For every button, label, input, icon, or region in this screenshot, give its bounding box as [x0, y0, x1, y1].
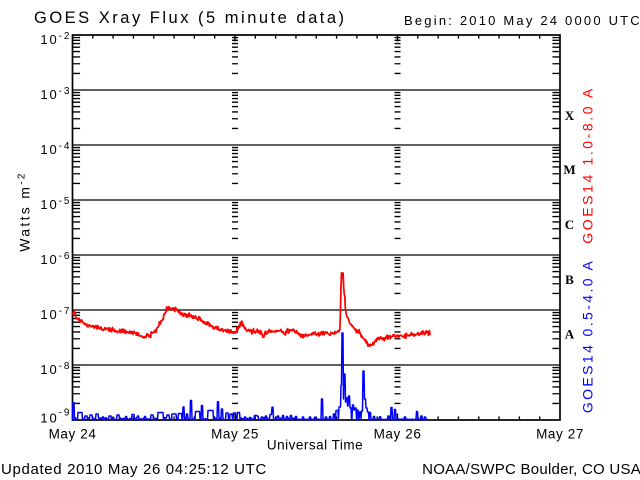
svg-text:May 26: May 26 [374, 427, 422, 442]
svg-text:Universal Time: Universal Time [267, 438, 363, 453]
svg-text:May 25: May 25 [211, 427, 259, 442]
svg-text:GOES Xray Flux (5 minute data): GOES Xray Flux (5 minute data) [34, 9, 347, 27]
svg-text:C: C [565, 217, 574, 232]
svg-text:May 24: May 24 [49, 427, 97, 442]
svg-text:May 27: May 27 [536, 427, 584, 442]
svg-text:Updated 2010 May 26 04:25:12 U: Updated 2010 May 26 04:25:12 UTC [1, 461, 267, 478]
svg-text:Begin: 2010 May 24 0000 UTC: Begin: 2010 May 24 0000 UTC [404, 13, 640, 28]
svg-text:NOAA/SWPC Boulder, CO USA: NOAA/SWPC Boulder, CO USA [422, 461, 640, 478]
svg-text:M: M [563, 162, 575, 177]
svg-text:X: X [565, 108, 575, 123]
svg-text:A: A [565, 327, 575, 342]
svg-text:Watts m-2: Watts m-2 [17, 171, 33, 251]
svg-text:GOES14 0.5-4.0 A: GOES14 0.5-4.0 A [580, 259, 596, 413]
svg-text:GOES14 1.0-8.0 A: GOES14 1.0-8.0 A [580, 86, 596, 244]
svg-text:B: B [565, 272, 574, 287]
